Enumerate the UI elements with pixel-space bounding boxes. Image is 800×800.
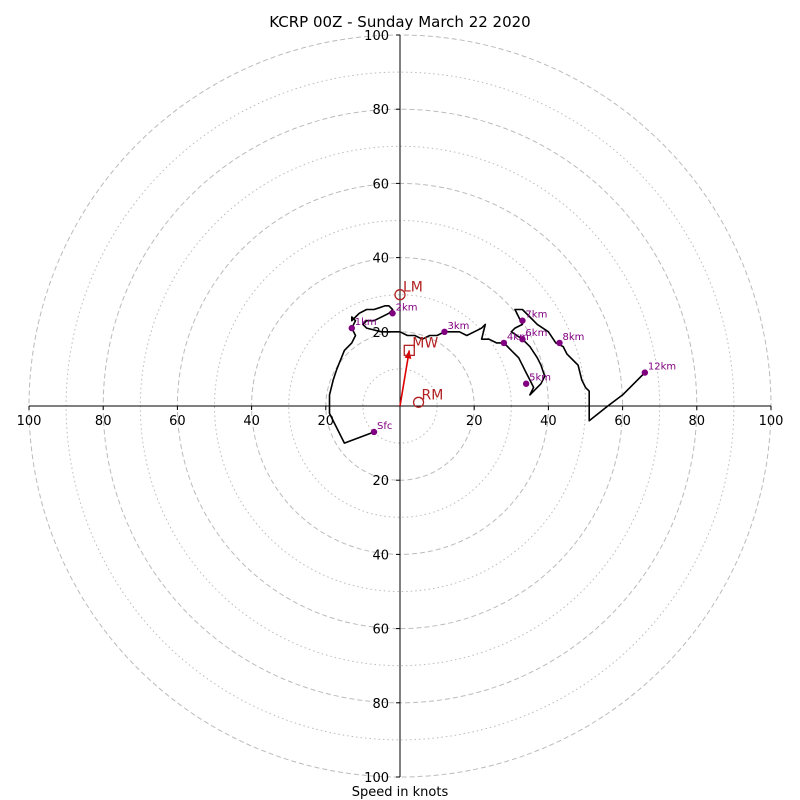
point-5km	[522, 380, 530, 387]
point-2km	[389, 310, 396, 317]
wind-trace	[328, 304, 646, 444]
point-7km-label: 7km	[525, 310, 547, 321]
point-8km	[556, 339, 563, 347]
y-tick-label: 40	[372, 252, 389, 267]
y-tick-label: 100	[364, 29, 389, 44]
x-tick-label: 60	[614, 414, 631, 429]
y-tick-label: 100	[364, 771, 389, 786]
point-2km-label: 2km	[396, 302, 418, 313]
x-tick-label: 80	[95, 414, 112, 429]
point-6km	[519, 336, 526, 343]
marker-rm-label: RM	[422, 387, 444, 403]
chart-title: KCRP 00Z - Sunday March 22 2020	[269, 13, 530, 31]
point-sfc	[370, 428, 378, 436]
mean-wind-vector	[399, 350, 411, 407]
y-tick-label: 80	[372, 697, 389, 712]
point-3km	[441, 328, 448, 335]
x-tick-label: 100	[17, 414, 42, 429]
x-tick-label: 80	[689, 414, 706, 429]
tick-labels: 100 80 60 40 20 20 40 60 80 100 100 80 60 40 20 20 40 60 8…	[17, 29, 784, 786]
y-tick-label: 60	[372, 623, 389, 638]
marker-mw-label: MW	[412, 335, 438, 351]
point-4km	[500, 339, 508, 347]
marker-lm	[394, 289, 406, 301]
mean-wind-arrowhead	[404, 350, 412, 359]
y-tick-label: 40	[372, 548, 389, 563]
y-tick-label: 20	[372, 474, 389, 489]
storm-motion-markers-layer: LM RM MW	[394, 280, 444, 408]
x-tick-label: 100	[759, 414, 784, 429]
point-5km-label: 5km	[529, 373, 551, 384]
point-6km-label: 6km	[525, 328, 547, 339]
point-7km	[519, 317, 526, 324]
height-points-layer: Sfc 1km 2km 3km 4km 5km 6km 7km 8km 12km	[348, 302, 676, 436]
y-tick-label: 60	[372, 177, 389, 192]
wind-trace-layer	[328, 304, 646, 444]
point-12km	[641, 369, 649, 376]
point-12km-label: 12km	[648, 362, 676, 373]
marker-lm-label: LM	[403, 280, 423, 296]
point-3km-label: 3km	[448, 321, 470, 332]
x-axis-label: Speed in knots	[352, 785, 449, 800]
y-tick-label: 80	[372, 103, 389, 118]
point-4km-label: 4km	[507, 332, 529, 343]
point-8km-label: 8km	[563, 332, 585, 343]
marker-rm	[412, 396, 425, 408]
x-tick-label: 60	[169, 414, 186, 429]
x-tick-label: 20	[466, 414, 483, 429]
y-tick-label: 20	[372, 326, 389, 341]
x-tick-label: 40	[540, 414, 557, 429]
point-1km	[348, 324, 355, 332]
x-tick-label: 20	[318, 414, 335, 429]
x-tick-label: 40	[243, 414, 260, 429]
marker-mw	[403, 344, 415, 357]
mean-wind-vector-layer	[399, 350, 412, 407]
point-1km-label: 1km	[355, 317, 377, 328]
point-sfc-label: Sfc	[377, 421, 392, 432]
